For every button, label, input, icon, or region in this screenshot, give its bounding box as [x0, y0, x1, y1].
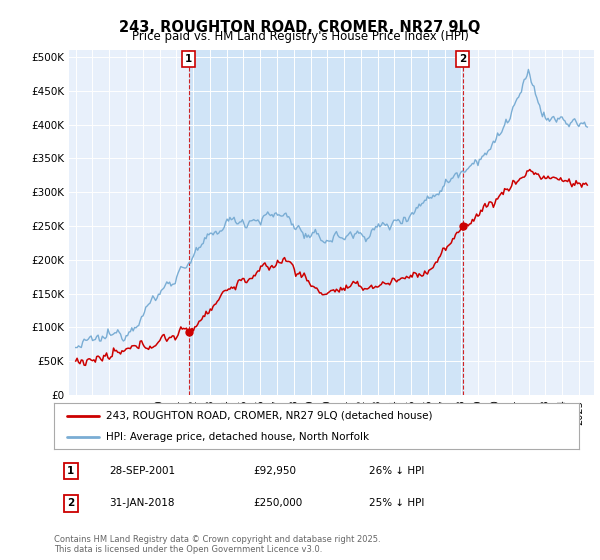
Text: HPI: Average price, detached house, North Norfolk: HPI: Average price, detached house, Nort… [107, 432, 370, 442]
Text: 243, ROUGHTON ROAD, CROMER, NR27 9LQ (detached house): 243, ROUGHTON ROAD, CROMER, NR27 9LQ (de… [107, 410, 433, 421]
Text: 26% ↓ HPI: 26% ↓ HPI [369, 466, 424, 477]
Text: 1: 1 [185, 54, 193, 64]
Text: 28-SEP-2001: 28-SEP-2001 [109, 466, 175, 477]
Text: Contains HM Land Registry data © Crown copyright and database right 2025.
This d: Contains HM Land Registry data © Crown c… [54, 535, 380, 554]
Text: 31-JAN-2018: 31-JAN-2018 [109, 498, 175, 508]
Text: 2: 2 [459, 54, 466, 64]
Bar [189, 50, 463, 395]
Text: 243, ROUGHTON ROAD, CROMER, NR27 9LQ: 243, ROUGHTON ROAD, CROMER, NR27 9LQ [119, 20, 481, 35]
Text: £92,950: £92,950 [254, 466, 296, 477]
Text: 1: 1 [67, 466, 74, 477]
Text: £250,000: £250,000 [254, 498, 303, 508]
Text: Price paid vs. HM Land Registry's House Price Index (HPI): Price paid vs. HM Land Registry's House … [131, 30, 469, 43]
Text: 25% ↓ HPI: 25% ↓ HPI [369, 498, 424, 508]
Text: 2: 2 [67, 498, 74, 508]
